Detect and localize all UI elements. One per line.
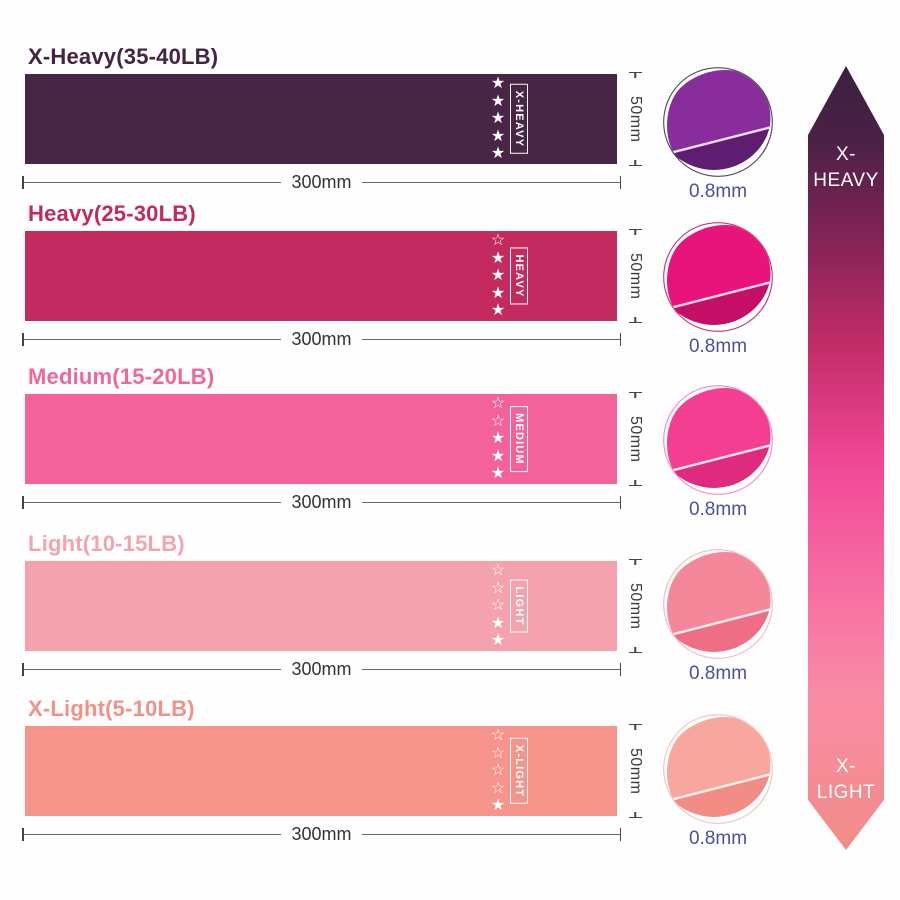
band-thumbnail: 0.8mm	[661, 221, 775, 358]
band-title: Heavy(25-30LB)	[28, 201, 196, 226]
dimension-tick	[619, 175, 621, 189]
band-thumbnail: 0.8mm	[661, 384, 775, 521]
dimension-tick	[628, 559, 642, 565]
height-dimension-label: 50mm	[627, 582, 644, 630]
thickness-label: 0.8mm	[688, 499, 748, 520]
height-dimension: 50mm	[622, 559, 648, 653]
dimension-line	[361, 181, 620, 183]
height-dimension: 50mm	[622, 229, 648, 323]
band-swatch	[25, 231, 617, 321]
dimension-line	[23, 181, 282, 183]
band-title: Medium(15-20LB)	[28, 364, 215, 389]
thickness-label: 0.8mm	[688, 828, 748, 849]
dimension-tick	[619, 827, 621, 841]
dimension-tick	[628, 647, 642, 653]
width-dimension: 300mm	[22, 824, 621, 844]
folded-band-image	[663, 714, 773, 824]
dimension-line	[23, 668, 282, 670]
star-rating: ☆ ☆ ☆ ★ ★	[490, 562, 506, 650]
band-thumbnail: 0.8mm	[661, 713, 775, 850]
dimension-tick	[628, 812, 642, 818]
height-dimension: 50mm	[622, 724, 648, 818]
width-dimension: 300mm	[22, 172, 621, 192]
height-dimension: 50mm	[622, 392, 648, 486]
dimension-tick	[619, 662, 621, 676]
height-dimension-label: 50mm	[627, 747, 644, 795]
band-swatch	[25, 726, 617, 816]
dimension-tick	[628, 160, 642, 166]
width-dimension: 300mm	[22, 492, 621, 512]
band-label: LIGHT	[510, 579, 528, 633]
folded-band-image	[663, 222, 773, 332]
width-dimension-label: 300mm	[291, 658, 352, 679]
dimension-tick	[628, 480, 642, 486]
band-row-x-heavy: X-Heavy(35-40LB) ★ ★ ★ ★ ★ X-HEAVY 50mm …	[22, 44, 644, 192]
band-row-medium: Medium(15-20LB) ☆ ☆ ★ ★ ★ MEDIUM 50mm 30…	[22, 364, 644, 512]
width-dimension-label: 300mm	[291, 328, 352, 349]
dimension-tick	[22, 827, 24, 841]
width-dimension: 300mm	[22, 659, 621, 679]
dimension-tick	[22, 662, 24, 676]
folded-band-image	[663, 385, 773, 495]
band-thumbnail: 0.8mm	[661, 66, 775, 203]
dimension-line	[361, 668, 620, 670]
band-swatch	[25, 394, 617, 484]
thickness-label: 0.8mm	[688, 181, 748, 202]
dimension-tick	[22, 495, 24, 509]
band-swatch	[25, 561, 617, 651]
folded-band-image	[663, 549, 773, 659]
band-title: Light(10-15LB)	[28, 531, 185, 556]
resistance-gradient-arrow: X- HEAVY X- LIGHT	[808, 66, 884, 850]
dimension-tick	[628, 724, 642, 730]
band-thumbnail: 0.8mm	[661, 548, 775, 685]
band-title: X-Heavy(35-40LB)	[28, 44, 219, 69]
dimension-tick	[628, 72, 642, 78]
band-label: MEDIUM	[510, 406, 528, 472]
dimension-tick	[619, 495, 621, 509]
dimension-line	[361, 501, 620, 503]
band-label: HEAVY	[510, 247, 528, 305]
band-title: X-Light(5-10LB)	[28, 696, 195, 721]
band-row-x-light: X-Light(5-10LB) ☆ ☆ ☆ ☆ ★ X-LIGHT 50mm 3…	[22, 696, 644, 844]
dimension-line	[23, 833, 282, 835]
dimension-tick	[628, 392, 642, 398]
dimension-line	[23, 501, 282, 503]
folded-band-image	[663, 67, 773, 177]
star-rating: ★ ★ ★ ★ ★	[490, 75, 506, 163]
width-dimension-label: 300mm	[291, 171, 352, 192]
dimension-line	[361, 833, 620, 835]
height-dimension-label: 50mm	[627, 95, 644, 143]
dimension-tick	[22, 175, 24, 189]
height-dimension: 50mm	[622, 72, 648, 166]
dimension-tick	[628, 229, 642, 235]
star-rating: ☆ ☆ ★ ★ ★	[490, 395, 506, 483]
width-dimension: 300mm	[22, 329, 621, 349]
dimension-line	[23, 338, 282, 340]
band-label: X-LIGHT	[510, 737, 528, 805]
band-row-light: Light(10-15LB) ☆ ☆ ☆ ★ ★ LIGHT 50mm 300m…	[22, 531, 644, 679]
dimension-tick	[628, 317, 642, 323]
height-dimension-label: 50mm	[627, 415, 644, 463]
band-label: X-HEAVY	[510, 83, 528, 155]
band-row-heavy: Heavy(25-30LB) ☆ ★ ★ ★ ★ HEAVY 50mm 300m…	[22, 201, 644, 349]
height-dimension-label: 50mm	[627, 252, 644, 300]
thickness-label: 0.8mm	[688, 336, 748, 357]
width-dimension-label: 300mm	[291, 823, 352, 844]
thickness-label: 0.8mm	[688, 663, 748, 684]
dimension-line	[361, 338, 620, 340]
star-rating: ☆ ☆ ☆ ☆ ★	[490, 727, 506, 815]
arrow-top-label: X- HEAVY	[813, 144, 879, 191]
dimension-tick	[22, 332, 24, 346]
arrow-bottom-label: X- LIGHT	[816, 756, 876, 803]
width-dimension-label: 300mm	[291, 491, 352, 512]
star-rating: ☆ ★ ★ ★ ★	[490, 232, 506, 320]
band-swatch	[25, 74, 617, 164]
dimension-tick	[619, 332, 621, 346]
